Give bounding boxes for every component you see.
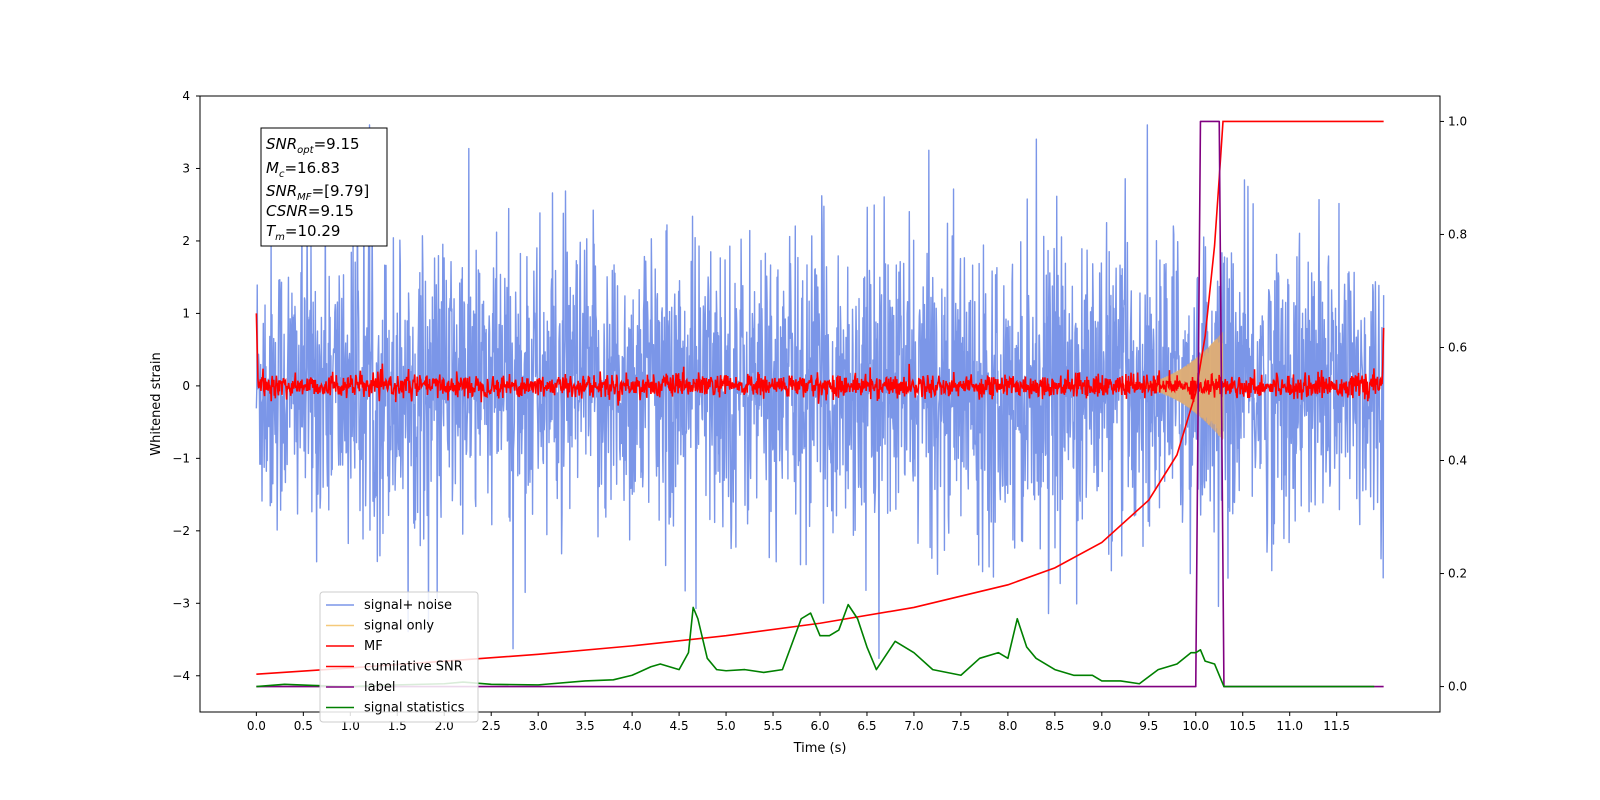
y-tick-label: −1 xyxy=(172,451,190,465)
x-tick-label: 8.0 xyxy=(998,719,1017,733)
y-tick-label: 0 xyxy=(182,379,190,393)
x-tick-label: 4.0 xyxy=(623,719,642,733)
legend-label: signal only xyxy=(364,619,434,634)
y-tick-label: −3 xyxy=(172,596,190,610)
y2-tick-label: 0.4 xyxy=(1448,454,1467,468)
x-tick-label: 0.0 xyxy=(247,719,266,733)
y-axis-ticks: 4 3 2 1 0 −1 −2 −3 −4 xyxy=(172,89,200,683)
y2-tick-label: 0.8 xyxy=(1448,227,1467,241)
series-cumulative-snr xyxy=(256,120,1384,675)
y-tick-label: 3 xyxy=(182,161,190,175)
x-tick-label: 7.0 xyxy=(904,719,923,733)
annotation-snr-opt: SNRopt=9.15 xyxy=(266,135,360,156)
x-tick-label: 5.5 xyxy=(763,719,782,733)
x-tick-label: 4.5 xyxy=(670,719,689,733)
x-axis-label: Time (s) xyxy=(793,741,847,756)
legend-label: cumilative SNR xyxy=(364,660,463,675)
y2-axis-ticks: 1.0 0.8 0.6 0.4 0.2 0.0 xyxy=(1440,114,1467,694)
annotation-csnr: CSNR=9.15 xyxy=(266,202,354,220)
y2-tick-label: 1.0 xyxy=(1448,114,1467,128)
x-tick-label: 0.5 xyxy=(294,719,313,733)
x-tick-label: 11.5 xyxy=(1323,719,1350,733)
series-signal-statistics xyxy=(256,603,1375,688)
y-tick-label: −2 xyxy=(172,524,190,538)
y-tick-label: 1 xyxy=(182,306,190,320)
y-tick-label: 4 xyxy=(182,89,190,103)
y-axis-label: Whitened strain xyxy=(149,352,164,455)
annotation-box: SNRopt=9.15 Mc=16.83 SNRMF=[9.79] CSNR=9… xyxy=(260,127,388,247)
y2-tick-label: 0.2 xyxy=(1448,567,1467,581)
x-tick-label: 7.5 xyxy=(951,719,970,733)
x-tick-label: 11.0 xyxy=(1276,719,1303,733)
y-tick-label: 2 xyxy=(182,234,190,248)
x-axis-ticks: 0.0 0.5 1.0 1.5 2.0 2.5 3.0 3.5 4.0 4.5 5.0 5.5 6.0 6… xyxy=(247,712,1350,733)
y-tick-label: −4 xyxy=(172,669,190,683)
annotation-mc: Mc=16.83 xyxy=(266,159,340,180)
x-tick-label: 5.0 xyxy=(717,719,736,733)
annotation-snr-mf: SNRMF=[9.79] xyxy=(266,182,369,203)
legend-label: MF xyxy=(364,639,383,654)
x-tick-label: 3.0 xyxy=(529,719,548,733)
x-tick-label: 6.5 xyxy=(857,719,876,733)
x-tick-label: 10.0 xyxy=(1182,719,1209,733)
plot-data xyxy=(255,120,1385,688)
x-tick-label: 8.5 xyxy=(1045,719,1064,733)
x-tick-label: 2.5 xyxy=(482,719,501,733)
x-tick-label: 6.0 xyxy=(810,719,829,733)
x-tick-label: 9.0 xyxy=(1092,719,1111,733)
annotation-frame xyxy=(260,127,388,247)
annotation-tm: Tm=10.29 xyxy=(266,222,340,243)
legend-label: signal statistics xyxy=(364,701,465,716)
y2-tick-label: 0.6 xyxy=(1448,340,1467,354)
legend-frame xyxy=(319,591,479,723)
legend-label: signal+ noise xyxy=(364,598,452,613)
legend: signal+ noise signal only MF cumilative SNR… xyxy=(319,591,479,723)
legend-label: label xyxy=(364,680,395,695)
x-tick-label: 9.5 xyxy=(1139,719,1158,733)
x-tick-label: 10.5 xyxy=(1229,719,1256,733)
x-tick-label: 3.5 xyxy=(576,719,595,733)
legend-items: signal+ noise signal only MF cumilative SNR… xyxy=(326,598,465,716)
y2-tick-label: 0.0 xyxy=(1448,680,1467,694)
